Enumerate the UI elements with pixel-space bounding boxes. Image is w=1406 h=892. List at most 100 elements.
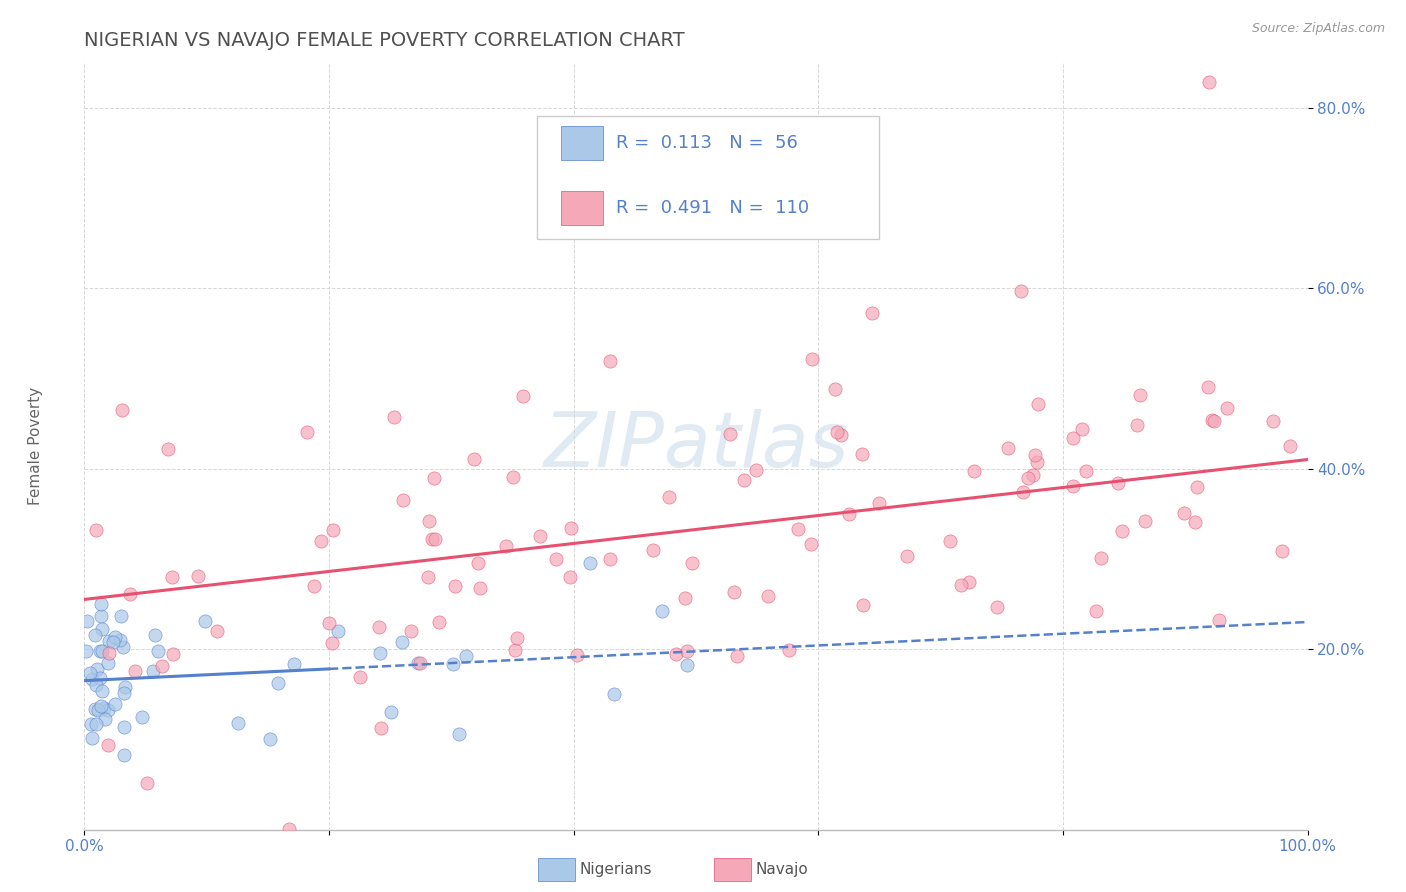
Point — [756, 589, 779, 603]
Point — [349, 670, 371, 684]
Point — [422, 471, 444, 485]
Point — [868, 496, 890, 510]
Point — [1173, 506, 1195, 520]
Point — [82, 672, 104, 686]
Point — [502, 470, 524, 484]
Point — [939, 533, 962, 548]
Point — [143, 628, 166, 642]
Point — [302, 579, 325, 593]
Point — [391, 493, 413, 508]
Point — [124, 664, 146, 678]
Point — [368, 620, 391, 634]
Point — [93, 700, 115, 714]
Point — [110, 403, 132, 417]
Point — [418, 514, 440, 528]
Point — [467, 556, 489, 570]
Point — [91, 622, 114, 636]
Point — [860, 306, 883, 320]
Point — [718, 427, 741, 442]
Point — [1261, 414, 1284, 428]
Point — [1017, 471, 1039, 485]
Text: Nigerians: Nigerians — [579, 863, 652, 877]
Point — [86, 662, 108, 676]
Point — [83, 702, 105, 716]
Point — [852, 598, 875, 612]
Point — [1024, 448, 1046, 462]
Text: R =  0.491   N =  110: R = 0.491 N = 110 — [616, 199, 810, 217]
Point — [97, 633, 120, 648]
Point — [1216, 401, 1239, 415]
Point — [723, 585, 745, 599]
Point — [76, 614, 98, 628]
Point — [1026, 397, 1049, 411]
Point — [800, 537, 823, 551]
Point — [118, 587, 141, 601]
Point — [1010, 285, 1032, 299]
Point — [1107, 475, 1129, 490]
Point — [1128, 388, 1150, 402]
Point — [512, 389, 534, 403]
Point — [1197, 379, 1219, 393]
Point — [1062, 431, 1084, 445]
Point — [97, 738, 120, 752]
Point — [665, 647, 688, 661]
Point — [658, 490, 681, 504]
Point — [599, 552, 621, 566]
Point — [368, 646, 391, 660]
Point — [1187, 480, 1209, 494]
Point — [801, 351, 824, 366]
Point — [79, 716, 101, 731]
Point — [1271, 544, 1294, 558]
Point — [104, 630, 127, 644]
Point — [112, 748, 135, 763]
Point — [420, 532, 443, 546]
Point — [283, 657, 305, 672]
Point — [112, 720, 135, 734]
Text: Female Poverty: Female Poverty — [28, 387, 42, 505]
Point — [1026, 455, 1049, 469]
Point — [150, 659, 173, 673]
Point — [681, 556, 703, 570]
Point — [470, 581, 492, 595]
Text: R =  0.113   N =  56: R = 0.113 N = 56 — [616, 134, 799, 152]
Point — [558, 570, 581, 584]
Point — [156, 442, 179, 457]
Point — [1198, 75, 1220, 89]
Point — [896, 549, 918, 563]
Point — [1090, 550, 1112, 565]
Point — [641, 543, 664, 558]
Point — [744, 463, 766, 477]
Point — [676, 658, 699, 673]
Point — [205, 624, 228, 639]
Point — [825, 425, 848, 439]
Point — [406, 657, 429, 671]
Point — [733, 473, 755, 487]
FancyBboxPatch shape — [537, 116, 880, 239]
FancyBboxPatch shape — [561, 126, 603, 160]
Point — [112, 640, 135, 654]
Point — [136, 776, 159, 790]
Point — [82, 731, 104, 746]
Point — [295, 425, 318, 439]
Point — [318, 616, 340, 631]
Point — [997, 442, 1019, 456]
Point — [565, 648, 588, 663]
Point — [409, 656, 432, 670]
Point — [1074, 464, 1097, 478]
Point — [673, 591, 696, 605]
Point — [90, 699, 112, 714]
Point — [560, 520, 582, 534]
Point — [1202, 414, 1225, 428]
Point — [84, 628, 107, 642]
Point — [94, 712, 117, 726]
Point — [322, 523, 344, 537]
Point — [950, 577, 973, 591]
Point — [425, 532, 447, 546]
Point — [187, 569, 209, 583]
Point — [1011, 484, 1033, 499]
Point — [1111, 524, 1133, 538]
Point — [401, 624, 423, 639]
Point — [277, 822, 299, 837]
Point — [267, 676, 290, 690]
Point — [114, 680, 136, 694]
